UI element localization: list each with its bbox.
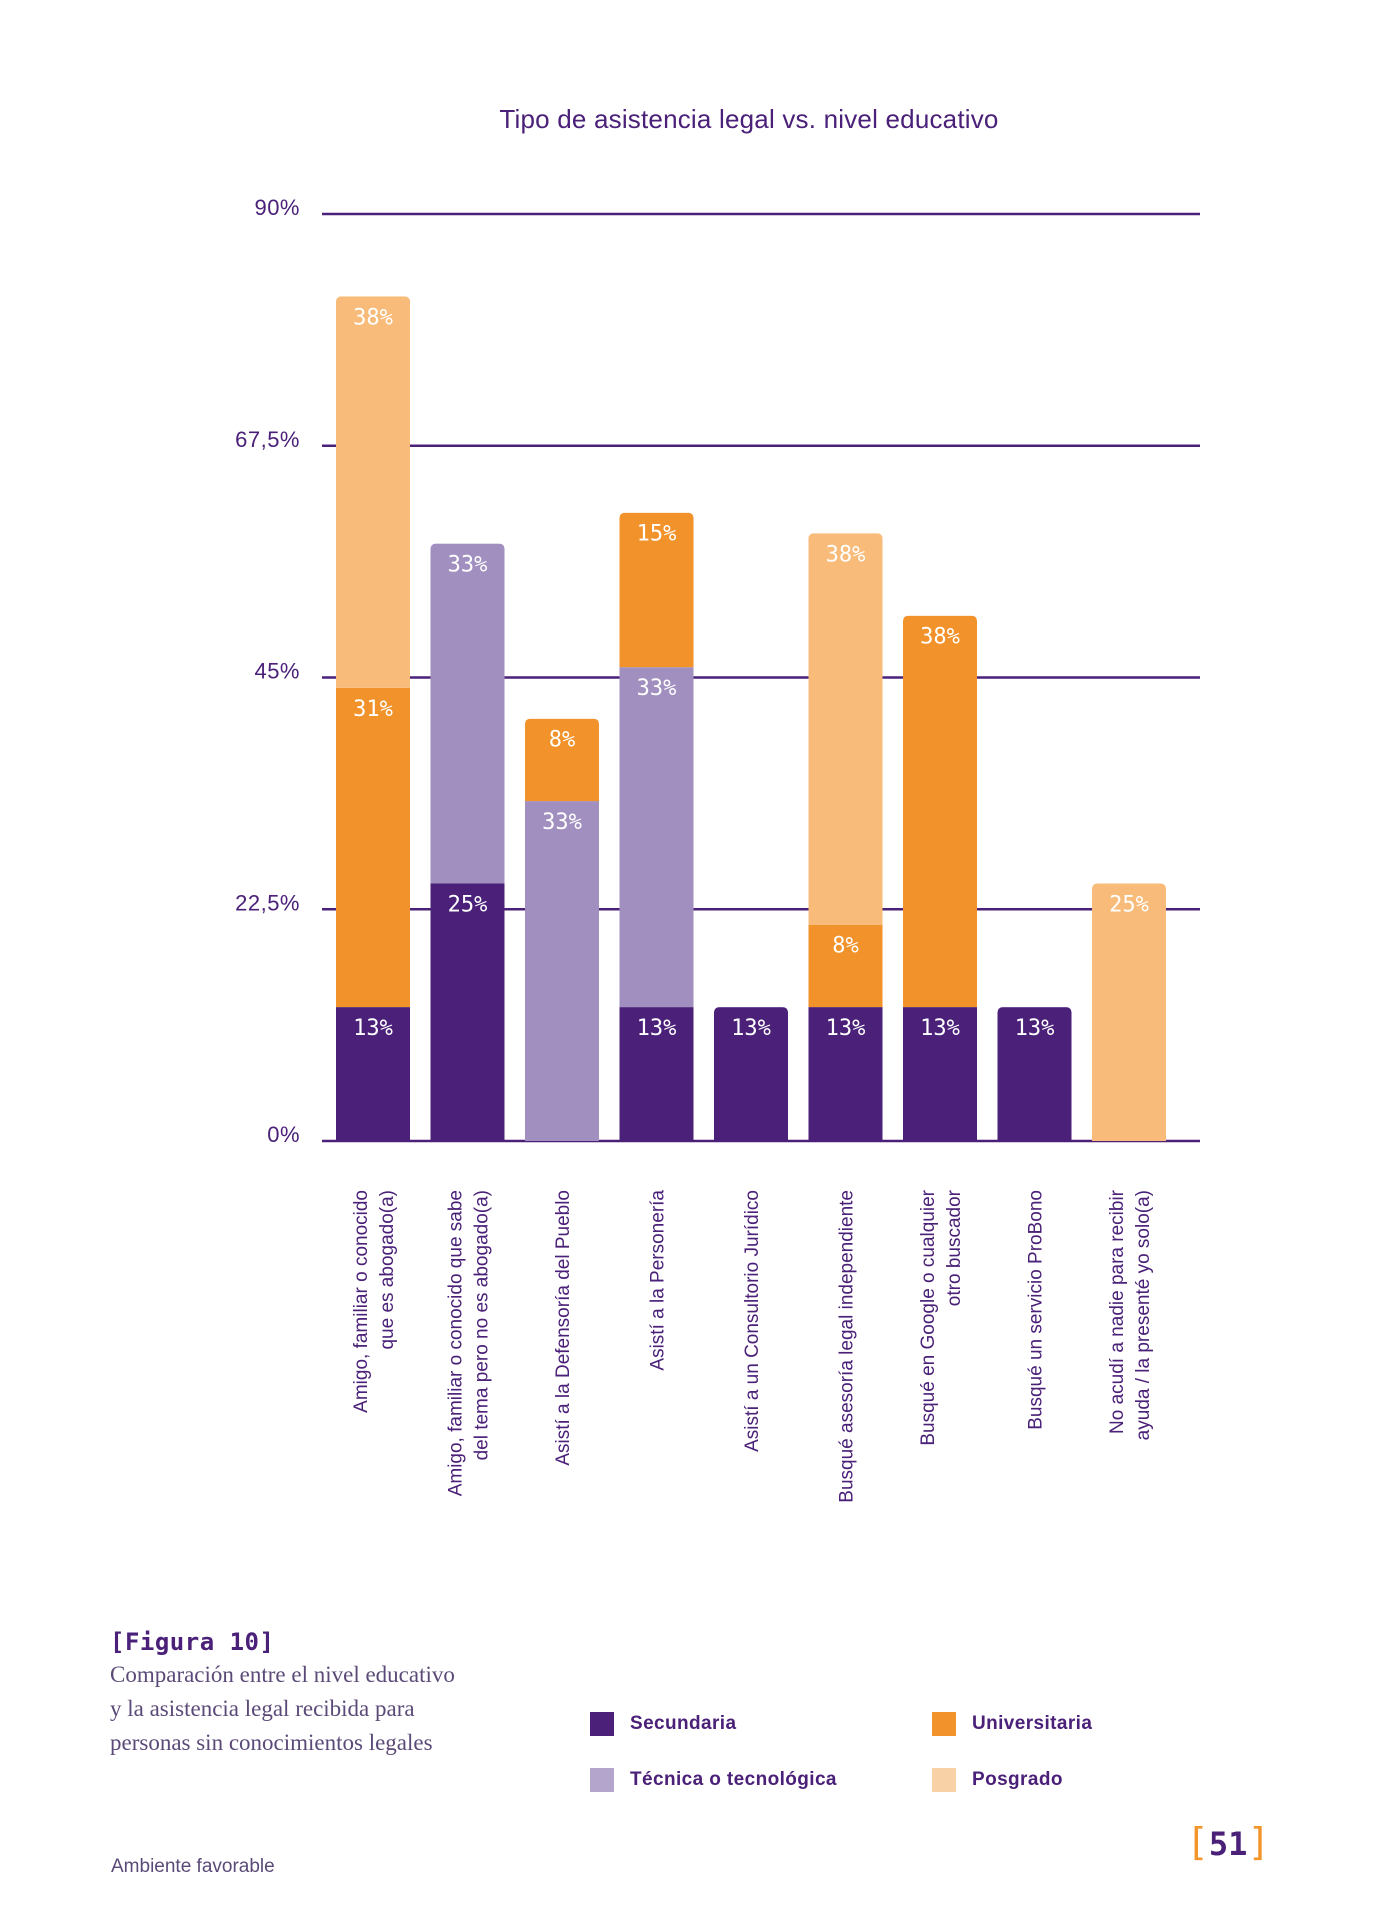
- x-tick-label-line: del tema pero no es abogado(a): [472, 1190, 493, 1460]
- bar-value-label: 15%: [637, 522, 677, 547]
- y-tick-label: 90%: [254, 195, 300, 220]
- bar-segment-universitaria: [336, 687, 410, 1008]
- bar-segment-t-cnica-o-tecnol-gica: [430, 543, 505, 884]
- bar-segment-universitaria: [903, 615, 977, 1008]
- x-axis-labels: Amigo, familiar o conocido que es abogado…: [351, 1189, 1154, 1502]
- bar-value-label: 13%: [731, 1016, 771, 1041]
- legend-item-universitaria: Universitaria: [932, 1712, 1092, 1736]
- bar-segment-secundaria: [336, 1007, 410, 1141]
- bar-segment-secundaria: [997, 1007, 1072, 1141]
- legend-label: Técnica o tecnológica: [630, 1769, 837, 1790]
- legend-item-secundaria: Secundaria: [590, 1712, 736, 1736]
- bar-stack: [808, 533, 883, 1141]
- legend-swatch: [932, 1712, 956, 1736]
- x-tick-label-line: Busqué asesoría legal independiente: [837, 1190, 858, 1503]
- bar-stack: [336, 296, 410, 1141]
- bar-segment-t-cnica-o-tecnol-gica: [525, 801, 599, 1141]
- x-tick-label-line: que es abogado(a): [377, 1190, 398, 1350]
- x-tick-label: Amigo, familiar o conocido que es abogado…: [351, 1190, 398, 1413]
- legend-label: Posgrado: [972, 1769, 1063, 1790]
- x-tick-label-line: Amigo, familiar o conocido: [351, 1190, 372, 1413]
- figure-description: Comparación entre el nivel educativo y l…: [110, 1662, 455, 1755]
- bar-stack: [1092, 883, 1166, 1141]
- bar-segment-posgrado: [808, 533, 883, 925]
- y-tick-label: 22,5%: [235, 890, 300, 915]
- page-number-value: 51: [1208, 1825, 1248, 1863]
- x-tick-label-line: ayuda / la presenté yo solo(a): [1133, 1190, 1154, 1440]
- bar-stack: [903, 615, 977, 1141]
- bar-value-label: 13%: [353, 1016, 393, 1041]
- bar-segment-secundaria: [903, 1007, 977, 1141]
- legend-label: Universitaria: [972, 1713, 1093, 1734]
- bar-stack: [997, 1007, 1072, 1141]
- bar-segment-secundaria: [808, 1007, 883, 1141]
- x-tick-label: Busqué un servicio ProBono: [1026, 1190, 1047, 1430]
- bars: [336, 296, 1166, 1141]
- legend-item-posgrado: Posgrado: [932, 1768, 1063, 1792]
- legend-swatch: [932, 1768, 956, 1792]
- bar-value-label: 33%: [637, 676, 677, 701]
- bar-value-label: 13%: [637, 1016, 677, 1041]
- bar-segment-posgrado: [1092, 883, 1166, 1141]
- legend-label: Secundaria: [630, 1713, 737, 1734]
- bar-stack: [619, 512, 694, 1141]
- x-tick-label-line: Asistí a la Personería: [648, 1190, 669, 1371]
- bar-value-label: 38%: [920, 625, 960, 650]
- y-tick-label: 67,5%: [235, 427, 300, 452]
- y-axis-ticks: 0% 22,5% 45% 67,5% 90%: [235, 195, 300, 1147]
- bar-segment-secundaria: [430, 883, 505, 1141]
- y-tick-label: 45%: [254, 659, 300, 684]
- x-tick-label: Asistí a la Defensoría del Pueblo: [553, 1190, 574, 1466]
- bar-segment-t-cnica-o-tecnol-gica: [619, 667, 694, 1008]
- bar-value-label: 33%: [542, 810, 582, 835]
- bar-stack: [430, 543, 505, 1141]
- bar-segment-universitaria: [619, 512, 694, 668]
- x-tick-label: No acudí a nadie para recibir ayuda / la …: [1107, 1189, 1154, 1440]
- bar-segment-secundaria: [619, 1007, 694, 1141]
- bar-value-label: 25%: [448, 893, 488, 918]
- x-tick-label-line: Asistí a la Defensoría del Pueblo: [553, 1190, 574, 1466]
- x-tick-label-line: otro buscador: [944, 1189, 965, 1306]
- x-tick-label: Amigo, familiar o conocido que sabe del t…: [446, 1190, 493, 1496]
- bar-stack: [525, 718, 599, 1141]
- bar-segment-posgrado: [336, 296, 410, 688]
- bar-value-label: 8%: [832, 934, 859, 959]
- x-tick-label-line: Busqué un servicio ProBono: [1026, 1190, 1047, 1430]
- legend-swatch: [590, 1768, 614, 1792]
- x-tick-label-line: Busqué en Google o cualquier: [918, 1189, 939, 1445]
- figure-label: [Figura 10]: [110, 1628, 275, 1656]
- legend-item-tecnica: Técnica o tecnológica: [590, 1768, 837, 1792]
- x-tick-label: Asistí a la Personería: [648, 1190, 669, 1371]
- bar-value-label: 13%: [826, 1016, 866, 1041]
- page-number: [51]: [1186, 1820, 1270, 1864]
- x-tick-label-line: No acudí a nadie para recibir: [1107, 1189, 1128, 1434]
- bar-value-label: 33%: [448, 553, 488, 578]
- y-tick-label: 0%: [267, 1122, 300, 1147]
- x-tick-label-line: Asistí a un Consultorio Jurídico: [742, 1190, 763, 1452]
- bracket-close: ]: [1247, 1820, 1271, 1864]
- bar-value-label: 8%: [549, 728, 576, 753]
- stacked-bar-chart: 0%22,5%45%67,5%90% 13%31%38%25%33%33%8%1…: [235, 195, 1200, 1503]
- bar-value-label: 38%: [353, 305, 393, 330]
- bar-segment-universitaria: [525, 718, 599, 802]
- bar-stack: [714, 1007, 788, 1141]
- bar-value-label: 25%: [1109, 893, 1149, 918]
- bar-segment-universitaria: [808, 924, 883, 1008]
- bar-value-label: 31%: [353, 697, 393, 722]
- bar-segment-secundaria: [714, 1007, 788, 1141]
- bar-value-label: 13%: [1015, 1016, 1055, 1041]
- legend-swatch: [590, 1712, 614, 1736]
- legend: Secundaria Universitaria Técnica o tecno…: [590, 1712, 1150, 1822]
- figure-caption: [Figura 10] Comparación entre el nivel e…: [110, 1628, 470, 1760]
- section-name: Ambiente favorable: [111, 1856, 275, 1877]
- x-tick-label: Busqué asesoría legal independiente: [837, 1190, 858, 1503]
- x-tick-label: Busqué en Google o cualquier otro buscado…: [918, 1189, 965, 1445]
- segment-labels: 13% 31% 38% 25% 33% 33% 8% 13% 33% 15% 13% 13% 8% 38%…: [353, 305, 1149, 1041]
- bar-value-label: 38%: [826, 542, 866, 567]
- chart-title: Tipo de asistencia legal vs. nivel educa…: [499, 104, 999, 134]
- x-tick-label-line: Amigo, familiar o conocido que sabe: [446, 1190, 467, 1496]
- bracket-open: [: [1186, 1820, 1209, 1864]
- bar-value-label: 13%: [920, 1016, 960, 1041]
- x-tick-label: Asistí a un Consultorio Jurídico: [742, 1190, 763, 1452]
